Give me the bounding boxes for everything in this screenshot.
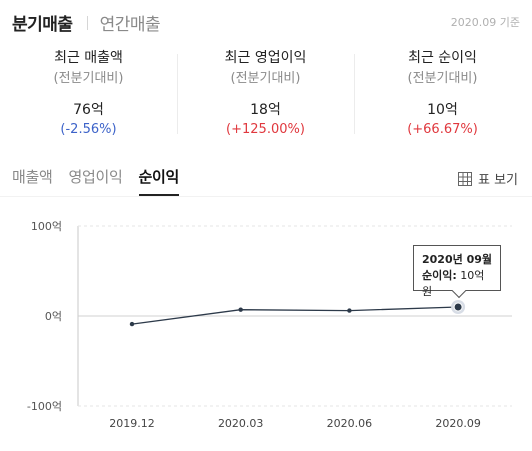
summary-title: 최근 순이익 — [408, 50, 477, 66]
summary-change: (+66.67%) — [407, 122, 478, 137]
tab-annual-sales[interactable]: 연간매출 — [99, 15, 161, 35]
summary-change: (+125.00%) — [226, 122, 305, 137]
summary-subtitle: (전분기대비) — [230, 71, 301, 86]
period-tabs: 분기매출 연간매출 — [12, 10, 161, 35]
data-point — [347, 308, 352, 313]
tab-operating-profit[interactable]: 영업이익 — [68, 168, 123, 186]
table-view-label: 표 보기 — [477, 173, 518, 188]
summary-subtitle: (전분기대비) — [53, 71, 124, 86]
summary-title: 최근 영업이익 — [224, 50, 307, 66]
summary-value: 10억 — [427, 102, 458, 118]
tab-revenue[interactable]: 매출액 — [12, 168, 53, 186]
table-grid-icon — [457, 171, 472, 186]
table-view-button[interactable]: 표 보기 — [457, 169, 518, 188]
tooltip-date: 2020년 09월 — [422, 253, 492, 266]
data-point — [453, 302, 463, 312]
tooltip-label: 순이익: — [422, 269, 457, 282]
y-tick-label: 100억 — [31, 220, 62, 233]
metric-tabs: 매출액 영업이익 순이익 — [12, 166, 195, 196]
x-tick-label: 2019.12 — [109, 417, 155, 430]
tab-divider — [86, 15, 88, 30]
data-point — [129, 321, 135, 327]
tab-quarterly-sales[interactable]: 분기매출 — [12, 15, 73, 35]
summary-value: 18억 — [250, 102, 281, 118]
data-point — [238, 307, 243, 312]
series-line — [131, 306, 459, 325]
summary-panel: 최근 매출액 (전분기대비) 76억 (-2.56%) 최근 영업이익 (전분기… — [0, 48, 532, 140]
y-tick-label: -100억 — [27, 400, 62, 413]
summary-change: (-2.56%) — [60, 122, 117, 137]
x-tick-label: 2020.06 — [327, 417, 373, 430]
summary-revenue: 최근 매출액 (전분기대비) 76억 (-2.56%) — [0, 48, 177, 140]
tooltip-value-row: 순이익: 10억원 — [422, 268, 492, 300]
summary-subtitle: (전분기대비) — [407, 71, 478, 86]
summary-value: 76억 — [73, 102, 104, 118]
as-of-date: 2020.09 기준 — [450, 16, 520, 29]
summary-net-income: 최근 순이익 (전분기대비) 10억 (+66.67%) — [354, 48, 531, 140]
tabs-divider — [0, 196, 532, 197]
chart-tooltip: 2020년 09월 순이익: 10억원 — [413, 245, 501, 298]
summary-title: 최근 매출액 — [54, 50, 123, 66]
y-tick-label: 0억 — [45, 310, 62, 323]
summary-operating-profit: 최근 영업이익 (전분기대비) 18억 (+125.00%) — [177, 48, 354, 140]
x-tick-label: 2020.03 — [218, 417, 264, 430]
tooltip-value: 10억원 — [422, 269, 485, 298]
tab-net-income[interactable]: 순이익 — [138, 166, 179, 196]
x-tick-label: 2020.09 — [435, 417, 481, 430]
